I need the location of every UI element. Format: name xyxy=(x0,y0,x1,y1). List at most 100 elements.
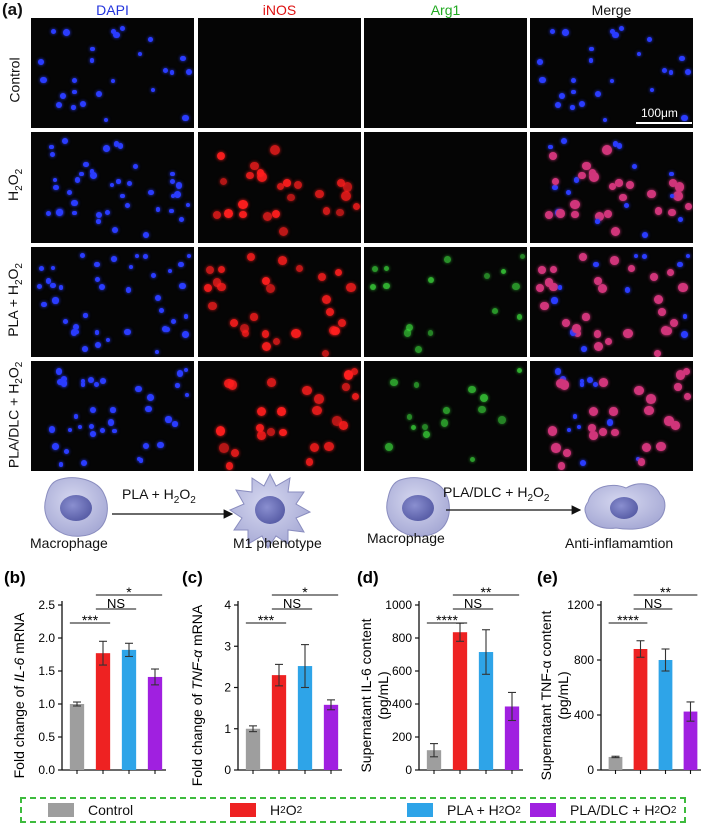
schematic-right-to: Anti-inflamamtion xyxy=(565,535,674,551)
micrograph-r2-dapi xyxy=(31,132,194,243)
schematic-right-from: Macrophage xyxy=(367,530,445,546)
y-tick-label: 2.0 xyxy=(38,631,55,645)
micrograph-r4-merge xyxy=(530,361,693,471)
bar-3 xyxy=(504,706,520,770)
chart-b: (b) 0.0 0.5 1.0 1.5 2.0 2.5 Fold change of IL-6… xyxy=(4,568,166,778)
bar-0 xyxy=(245,728,261,770)
bar-1 xyxy=(633,649,648,770)
chart-d: (d) 0 200 400 600 800 1000 Supernatant IL-6 con… xyxy=(357,568,523,777)
y-tick-label: 400 xyxy=(574,708,594,722)
significance-label: NS xyxy=(644,596,662,611)
micrograph-r2-merge xyxy=(530,132,693,243)
chart-c: (c) 0 1 2 3 4 Fold change of TNF-α mRNA *** NS* xyxy=(182,568,342,786)
legend-swatch-pla-dlc-h2o2 xyxy=(530,803,556,817)
y-tick-label: 1.0 xyxy=(38,697,55,711)
schematic-left-from: Macrophage xyxy=(30,535,108,551)
micrograph-r1-dapi xyxy=(31,18,194,128)
y-axis-unit: (pg/mL) xyxy=(375,671,391,719)
micrograph-r4-dapi xyxy=(31,361,194,471)
significance-label: ** xyxy=(481,584,492,600)
schematic-left-to: M1 phenotype xyxy=(233,535,322,551)
legend-swatch-h2o2 xyxy=(230,803,256,817)
y-axis-label: Supernatant IL-6 content xyxy=(358,618,374,772)
column-header-dapi: DAPI xyxy=(96,2,129,18)
y-axis-label: Fold change of IL-6 mRNA xyxy=(11,612,27,778)
y-tick-label: 0.0 xyxy=(38,763,55,777)
significance-label: NS xyxy=(107,596,125,611)
micrograph-r3-dapi xyxy=(31,247,194,357)
significance-label: * xyxy=(302,584,308,600)
chart-letter: (b) xyxy=(4,568,26,587)
y-tick-label: 0 xyxy=(405,763,412,777)
bar-0 xyxy=(608,756,623,770)
bar-2 xyxy=(658,660,673,770)
macrophage-icon-right xyxy=(386,477,450,537)
bar-1 xyxy=(452,632,468,770)
y-tick-label: 400 xyxy=(392,697,412,711)
y-tick-label: 800 xyxy=(392,631,412,645)
macrophage-icon-left xyxy=(44,477,108,537)
bar-1 xyxy=(95,653,111,770)
y-tick-label: 4 xyxy=(224,598,231,612)
legend-swatch-control xyxy=(48,803,74,817)
m1-cell-icon xyxy=(228,472,312,549)
micrograph-r2-inos xyxy=(198,132,361,243)
y-axis-label: Fold change of TNF-α mRNA xyxy=(189,604,205,786)
bar-3 xyxy=(147,676,163,770)
bar-2 xyxy=(478,652,494,770)
y-axis-unit: (pg/mL) xyxy=(555,671,571,719)
column-header-merge: Merge xyxy=(591,2,632,18)
micrograph-r4-arg1 xyxy=(364,361,527,471)
legend-swatch-pla-h2o2 xyxy=(407,803,433,817)
micrograph-r3-arg1 xyxy=(364,247,527,357)
significance-label: * xyxy=(126,584,132,600)
significance-label: *** xyxy=(258,612,275,628)
y-tick-label: 1200 xyxy=(567,598,594,612)
y-tick-label: 1000 xyxy=(385,598,412,612)
micrograph-r4-inos xyxy=(198,361,361,471)
bar-0 xyxy=(69,704,85,770)
column-header-inos: iNOS xyxy=(262,2,297,18)
schematic-left-arrow-label: PLA + H2O2 xyxy=(122,486,196,506)
micrograph-r1-merge xyxy=(530,18,693,128)
anti-inflammation-cell-icon xyxy=(584,483,666,530)
bar-2 xyxy=(121,649,137,770)
chart-letter: (c) xyxy=(182,568,203,587)
schematic-right-arrow-label: PLA/DLC + H2O2 xyxy=(443,484,550,504)
y-tick-label: 1 xyxy=(224,722,231,736)
schematic xyxy=(44,472,666,549)
significance-label: ** xyxy=(660,584,671,600)
panel-a-letter: (a) xyxy=(2,0,23,19)
significance-label: **** xyxy=(436,612,458,628)
micrograph-r1-inos xyxy=(198,18,361,128)
y-tick-label: 2 xyxy=(224,681,231,695)
y-tick-label: 2.5 xyxy=(38,598,55,612)
scale-bar-label: 100μm xyxy=(641,106,678,120)
chart-letter: (d) xyxy=(357,568,379,587)
y-tick-label: 0 xyxy=(587,763,594,777)
y-tick-label: 3 xyxy=(224,639,231,653)
y-tick-label: 200 xyxy=(392,730,412,744)
legend-item-control: Control xyxy=(48,802,133,818)
significance-label: **** xyxy=(617,612,639,628)
y-tick-label: 800 xyxy=(574,653,594,667)
bar-3 xyxy=(683,711,698,770)
significance-label: NS xyxy=(283,596,301,611)
y-tick-label: 1.5 xyxy=(38,664,55,678)
micrograph-r2-arg1 xyxy=(364,132,527,243)
bar-0 xyxy=(426,750,442,770)
y-axis-label: Supernatant TNF-α content xyxy=(538,611,554,781)
column-header-arg1: Arg1 xyxy=(430,2,461,18)
bar-2 xyxy=(297,666,313,770)
y-tick-label: 600 xyxy=(392,664,412,678)
y-tick-label: 0.5 xyxy=(38,730,55,744)
micrograph-r1-arg1 xyxy=(364,18,527,128)
bar-1 xyxy=(271,675,287,770)
bar-3 xyxy=(323,704,339,770)
significance-label: NS xyxy=(464,596,482,611)
chart-e: (e) 0 400 800 1200 Supernatant TNF-α content(… xyxy=(537,568,701,781)
